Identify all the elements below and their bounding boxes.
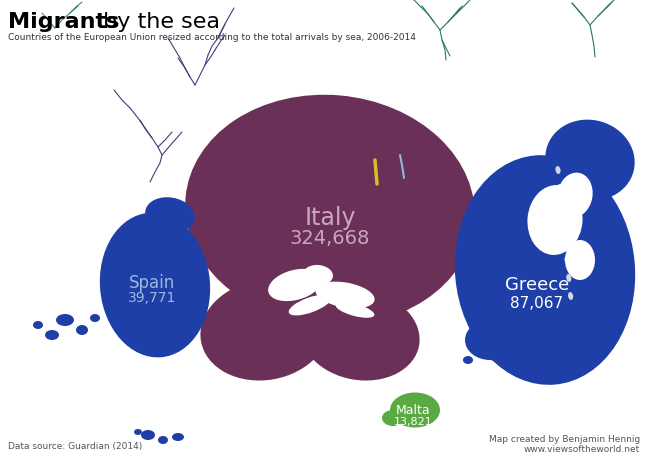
Ellipse shape bbox=[56, 314, 74, 326]
Text: 324,668: 324,668 bbox=[290, 228, 370, 247]
Ellipse shape bbox=[557, 173, 593, 217]
Text: 87,067: 87,067 bbox=[511, 296, 564, 311]
Ellipse shape bbox=[76, 325, 88, 335]
Ellipse shape bbox=[185, 95, 475, 325]
Ellipse shape bbox=[158, 436, 168, 444]
Ellipse shape bbox=[172, 433, 184, 441]
Ellipse shape bbox=[289, 295, 331, 316]
Ellipse shape bbox=[562, 238, 568, 246]
Text: Migrants: Migrants bbox=[8, 12, 119, 32]
Ellipse shape bbox=[301, 290, 420, 380]
Ellipse shape bbox=[33, 321, 43, 329]
Ellipse shape bbox=[455, 155, 635, 385]
Text: Data source: Guardian (2014): Data source: Guardian (2014) bbox=[8, 442, 143, 451]
Ellipse shape bbox=[566, 274, 572, 282]
Ellipse shape bbox=[268, 269, 322, 301]
Ellipse shape bbox=[564, 256, 570, 264]
Ellipse shape bbox=[559, 202, 564, 210]
Text: Spain: Spain bbox=[129, 274, 175, 292]
Ellipse shape bbox=[390, 393, 440, 428]
Ellipse shape bbox=[265, 265, 365, 335]
Ellipse shape bbox=[336, 302, 375, 318]
Ellipse shape bbox=[382, 410, 404, 426]
Ellipse shape bbox=[45, 330, 59, 340]
Text: 13,821: 13,821 bbox=[393, 417, 432, 427]
Text: Countries of the European Union resized according to the total arrivals by sea, : Countries of the European Union resized … bbox=[8, 33, 416, 42]
Text: by the sea: by the sea bbox=[96, 12, 220, 32]
Ellipse shape bbox=[316, 281, 375, 308]
Ellipse shape bbox=[145, 197, 195, 233]
Ellipse shape bbox=[490, 355, 500, 361]
Ellipse shape bbox=[465, 320, 515, 360]
Ellipse shape bbox=[557, 184, 562, 192]
Ellipse shape bbox=[474, 346, 486, 354]
Ellipse shape bbox=[568, 292, 573, 300]
Text: 39,771: 39,771 bbox=[128, 291, 176, 305]
Ellipse shape bbox=[555, 166, 561, 174]
Text: Malta: Malta bbox=[396, 404, 430, 416]
Ellipse shape bbox=[200, 280, 330, 380]
Ellipse shape bbox=[134, 429, 142, 435]
Text: Map created by Benjamin Hennig
www.viewsoftheworld.net: Map created by Benjamin Hennig www.views… bbox=[489, 435, 640, 454]
Ellipse shape bbox=[565, 240, 595, 280]
Ellipse shape bbox=[561, 220, 566, 228]
Ellipse shape bbox=[100, 212, 210, 357]
Ellipse shape bbox=[546, 120, 634, 200]
Ellipse shape bbox=[303, 265, 333, 285]
Ellipse shape bbox=[141, 430, 155, 440]
Ellipse shape bbox=[527, 185, 583, 255]
Ellipse shape bbox=[463, 356, 473, 364]
Text: Greece: Greece bbox=[505, 276, 569, 294]
Text: Italy: Italy bbox=[305, 206, 356, 230]
Ellipse shape bbox=[90, 314, 100, 322]
